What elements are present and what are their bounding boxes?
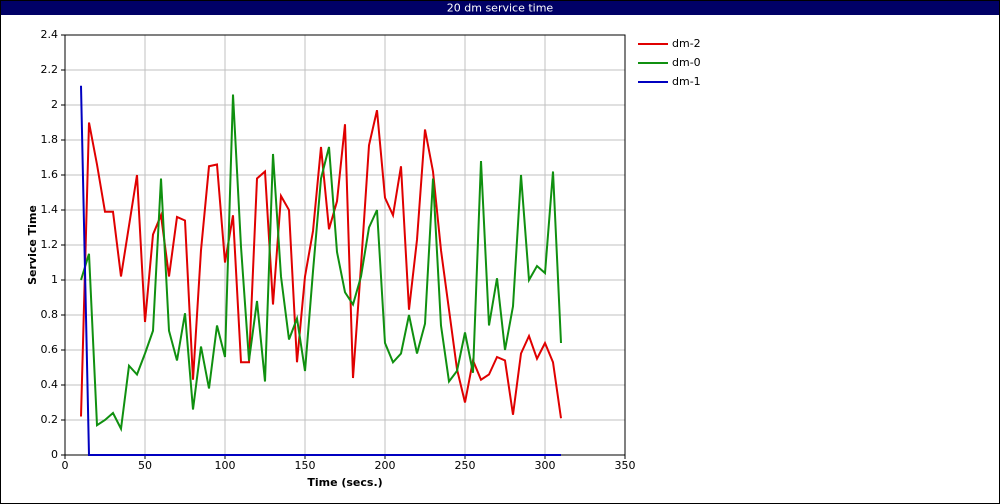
y-tick-label: 0.8 [41, 308, 59, 321]
x-tick-label: 250 [455, 459, 476, 472]
y-axis-label: Service Time [26, 205, 39, 285]
x-axis-label: Time (secs.) [307, 476, 382, 489]
y-tick-label: 1.8 [41, 133, 59, 146]
y-tick-label: 2.4 [41, 28, 59, 41]
y-tick-label: 2 [51, 98, 58, 111]
legend-label: dm-0 [672, 56, 701, 69]
x-tick-label: 100 [215, 459, 236, 472]
y-tick-label: 0.6 [41, 343, 59, 356]
y-tick-label: 0.2 [41, 413, 59, 426]
y-tick-label: 0.4 [41, 378, 59, 391]
y-tick-label: 1.6 [41, 168, 59, 181]
legend-label: dm-1 [672, 75, 701, 88]
data-line [80, 85, 561, 456]
data-line [80, 110, 562, 419]
y-tick-label: 1.2 [41, 238, 59, 251]
y-tick-label: 1 [51, 273, 58, 286]
chart-title: 20 dm service time [447, 2, 554, 15]
y-tick-label: 0 [51, 448, 58, 461]
y-tick-label: 1.4 [41, 203, 59, 216]
x-tick-label: 150 [295, 459, 316, 472]
x-tick-label: 350 [615, 459, 636, 472]
y-tick-label: 2.2 [41, 63, 59, 76]
x-tick-label: 300 [535, 459, 556, 472]
x-tick-label: 200 [375, 459, 396, 472]
title-bar [1, 1, 999, 15]
data-line [80, 94, 562, 433]
x-tick-label: 0 [62, 459, 69, 472]
x-tick-label: 50 [138, 459, 152, 472]
legend-label: dm-2 [672, 37, 701, 50]
